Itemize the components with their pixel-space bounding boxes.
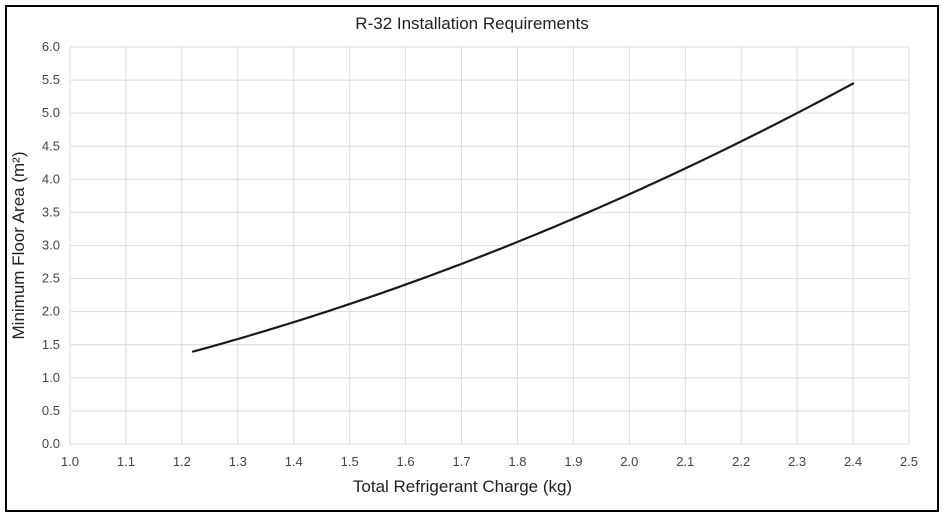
svg-text:1.9: 1.9 — [564, 454, 582, 469]
svg-text:0.0: 0.0 — [42, 436, 60, 451]
svg-text:2.2: 2.2 — [732, 454, 750, 469]
svg-text:1.5: 1.5 — [341, 454, 359, 469]
svg-text:3.0: 3.0 — [42, 238, 60, 253]
svg-text:1.0: 1.0 — [61, 454, 79, 469]
svg-text:0.5: 0.5 — [42, 403, 60, 418]
svg-text:R-32 Installation Requirements: R-32 Installation Requirements — [355, 14, 588, 33]
svg-text:2.3: 2.3 — [788, 454, 806, 469]
svg-text:6.0: 6.0 — [42, 39, 60, 54]
svg-text:1.2: 1.2 — [173, 454, 191, 469]
svg-text:2.5: 2.5 — [42, 271, 60, 286]
svg-text:2.0: 2.0 — [42, 304, 60, 319]
svg-text:1.0: 1.0 — [42, 370, 60, 385]
svg-text:1.3: 1.3 — [229, 454, 247, 469]
svg-text:1.1: 1.1 — [117, 454, 135, 469]
svg-text:5.5: 5.5 — [42, 72, 60, 87]
svg-text:1.8: 1.8 — [508, 454, 526, 469]
svg-text:1.5: 1.5 — [42, 337, 60, 352]
svg-text:5.0: 5.0 — [42, 105, 60, 120]
svg-text:4.0: 4.0 — [42, 171, 60, 186]
svg-text:4.5: 4.5 — [42, 138, 60, 153]
svg-text:Minimum Floor Area (m²): Minimum Floor Area (m²) — [9, 152, 28, 340]
svg-text:2.0: 2.0 — [620, 454, 638, 469]
svg-text:Total Refrigerant Charge (kg): Total Refrigerant Charge (kg) — [353, 477, 572, 496]
svg-text:2.4: 2.4 — [844, 454, 862, 469]
svg-text:3.5: 3.5 — [42, 204, 60, 219]
svg-text:2.1: 2.1 — [676, 454, 694, 469]
svg-text:1.4: 1.4 — [285, 454, 303, 469]
svg-text:1.7: 1.7 — [452, 454, 470, 469]
svg-text:2.5: 2.5 — [900, 454, 918, 469]
svg-text:1.6: 1.6 — [397, 454, 415, 469]
